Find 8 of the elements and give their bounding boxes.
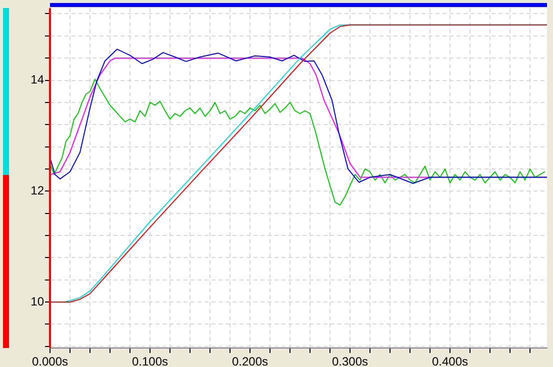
x-tick-label: 0.100s: [132, 354, 168, 367]
y-tick-label: 14: [30, 72, 44, 87]
x-tick-label: 0.000s: [32, 354, 68, 367]
y-tick-label: 10: [30, 294, 44, 308]
x-tick-label: 0.200s: [232, 354, 268, 367]
y-tick-label: 12: [30, 183, 44, 198]
x-tick-label: 0.400s: [432, 354, 468, 367]
x-tick-label: 0.300s: [332, 354, 368, 367]
